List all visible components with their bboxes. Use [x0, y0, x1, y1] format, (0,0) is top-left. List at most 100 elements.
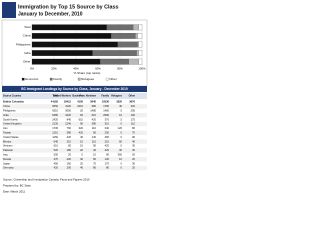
- table-cell: 1480: [90, 108, 96, 112]
- table-cell: Iraq: [3, 152, 8, 156]
- table-cell: 1240: [65, 122, 71, 126]
- table-cell: United States: [3, 135, 19, 139]
- table-cell: 20: [80, 108, 83, 112]
- table-cell: 1780: [103, 104, 109, 108]
- table-cell: 210: [105, 139, 110, 143]
- bar-segment: [138, 58, 143, 65]
- table-cell: 610: [54, 144, 59, 148]
- table-cell: 175: [131, 117, 136, 121]
- table-cell: 450: [54, 161, 59, 165]
- bar-segment: [31, 33, 112, 39]
- legend-label: Family: [53, 77, 62, 81]
- bar-segment: [133, 24, 139, 31]
- x-tick-label: 40%: [73, 67, 79, 71]
- bar-segment: [135, 33, 138, 39]
- row-stripe: [2, 165, 147, 171]
- table-cell: 3050: [65, 108, 71, 112]
- table-cell: Japan: [3, 161, 11, 165]
- table-cell: Russia: [3, 157, 11, 161]
- table-cell: 20: [68, 152, 71, 156]
- y-tick-label: China: [23, 34, 31, 38]
- table-cell: 760: [67, 126, 72, 130]
- table-cell: 60: [80, 113, 83, 117]
- legend-swatch: [77, 77, 81, 81]
- y-tick-label: Other: [23, 59, 31, 63]
- table-cell: 170: [105, 161, 110, 165]
- table-cell: 0: [121, 122, 123, 126]
- table-cell: 610: [79, 117, 84, 121]
- table-cell: 40: [80, 166, 83, 170]
- table-cell: 160: [67, 161, 72, 165]
- table-cell: 1820: [116, 100, 122, 104]
- bar-segment: [138, 41, 143, 48]
- table-cell: 110: [92, 126, 97, 130]
- bar-segment: [128, 58, 139, 65]
- title: Immigration by Top 15 Source by Class: [18, 4, 119, 10]
- table-cell: 3676: [129, 100, 135, 104]
- table-cell: 110: [92, 139, 97, 143]
- table-cell: 10: [93, 152, 96, 156]
- table-cell: 0: [121, 166, 123, 170]
- table-cell: Iran: [3, 126, 8, 130]
- table-cell: South Korea: [3, 117, 18, 121]
- table-cell: 5: [121, 117, 123, 121]
- legend-swatch: [49, 77, 53, 81]
- table-cell: 380: [92, 122, 97, 126]
- table-cell: 30: [132, 144, 135, 148]
- legend-label: Refugees: [81, 77, 94, 81]
- table-cell: 90: [93, 144, 96, 148]
- table-cell: 10: [119, 113, 122, 117]
- table-cell: 20: [132, 152, 135, 156]
- table-cell: 40: [132, 139, 135, 143]
- table-cell: 10530: [102, 100, 110, 104]
- table-cell: 1150: [52, 135, 58, 139]
- table-cell: 2410: [77, 104, 83, 108]
- table-cell: 20: [132, 157, 135, 161]
- row-stripe: [2, 148, 147, 153]
- table-cell: India: [3, 113, 9, 117]
- row-stripe: [2, 121, 147, 127]
- logo: [2, 2, 16, 18]
- table-cell: 70: [132, 130, 135, 134]
- table-cell: 60: [119, 139, 122, 143]
- table-cell: 220: [105, 148, 110, 152]
- table-cell: 10: [80, 144, 83, 148]
- bar-segment: [106, 24, 134, 31]
- table-cell: 90: [93, 130, 96, 134]
- table-cell: 320: [131, 104, 136, 108]
- table-cell: 70: [93, 161, 96, 165]
- table-cell: 220: [67, 157, 72, 161]
- table-cell: 20: [80, 148, 83, 152]
- row-stripe: [2, 130, 147, 135]
- column-header: Business: [72, 95, 83, 98]
- bar-segment: [137, 33, 143, 39]
- column-header: Source Country: [3, 95, 22, 98]
- source-note: Source: Citizenship and Immigration Cana…: [3, 178, 90, 182]
- table-cell: 20: [80, 161, 83, 165]
- table-cell: 360: [118, 152, 123, 156]
- table-cell: 0: [121, 144, 123, 148]
- bar-segment: [31, 41, 118, 48]
- table-cell: 5480: [52, 113, 58, 117]
- date: Date: March 2011: [3, 190, 25, 194]
- table-cell: Philippines: [3, 108, 16, 112]
- x-tick-label: 20%: [51, 67, 57, 71]
- table-cell: 5640: [90, 100, 96, 104]
- table-cell: 470: [54, 157, 59, 161]
- table-cell: United Kingdom: [3, 122, 21, 126]
- table-cell: 980: [92, 104, 97, 108]
- column-header: Skilled Workers: [53, 95, 72, 98]
- table-cell: 90: [106, 152, 109, 156]
- table-cell: 420: [54, 166, 59, 170]
- table-cell: 420: [92, 117, 97, 121]
- table-cell: 90: [132, 135, 135, 139]
- table-cell: 80: [132, 126, 135, 130]
- table-cell: 180: [67, 148, 72, 152]
- y-tick-label: Philippines: [16, 42, 31, 46]
- row-stripe: [2, 104, 147, 109]
- table-cell: 44183: [51, 100, 59, 104]
- table-cell: 40: [80, 135, 83, 139]
- table-cell: 420: [105, 144, 110, 148]
- table-cell: 130: [105, 157, 110, 161]
- table-cell: 140: [92, 135, 97, 139]
